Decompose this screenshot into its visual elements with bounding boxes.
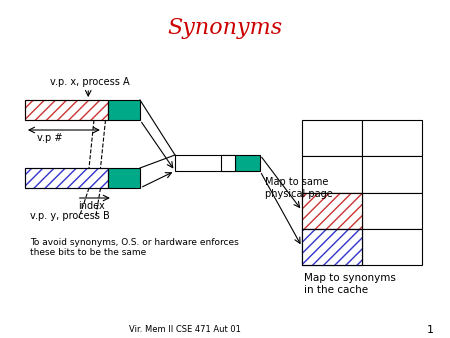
Text: v.p. x, process A: v.p. x, process A [50,77,130,87]
Bar [25,168,108,188]
Bar [362,156,422,193]
Bar [302,229,362,265]
Bar [302,193,362,229]
Text: index: index [78,201,105,211]
Bar [302,156,362,193]
Bar [362,229,422,265]
Bar [362,120,422,156]
Bar [235,155,260,171]
Bar [108,168,140,188]
Bar [302,193,362,229]
Text: Map to synonyms
in the cache: Map to synonyms in the cache [304,273,396,295]
Bar [25,100,108,120]
Text: Vir. Mem II CSE 471 Aut 01: Vir. Mem II CSE 471 Aut 01 [129,325,241,335]
Text: Synonyms: Synonyms [167,17,283,39]
Text: 1: 1 [427,325,433,335]
Bar [25,100,108,120]
Bar [362,193,422,229]
Bar [302,120,362,156]
Bar [302,193,362,229]
Text: v.p. y, process B: v.p. y, process B [30,211,110,221]
Bar [302,229,362,265]
Text: Map to same
physical page: Map to same physical page [265,177,333,199]
Bar [221,155,235,171]
Bar [302,229,362,265]
Bar [108,100,140,120]
Text: v.p #: v.p # [37,133,63,143]
Bar [25,168,108,188]
Bar [175,155,235,171]
Text: To avoid synonyms, O.S. or hardware enforces
these bits to be the same: To avoid synonyms, O.S. or hardware enfo… [30,238,239,258]
